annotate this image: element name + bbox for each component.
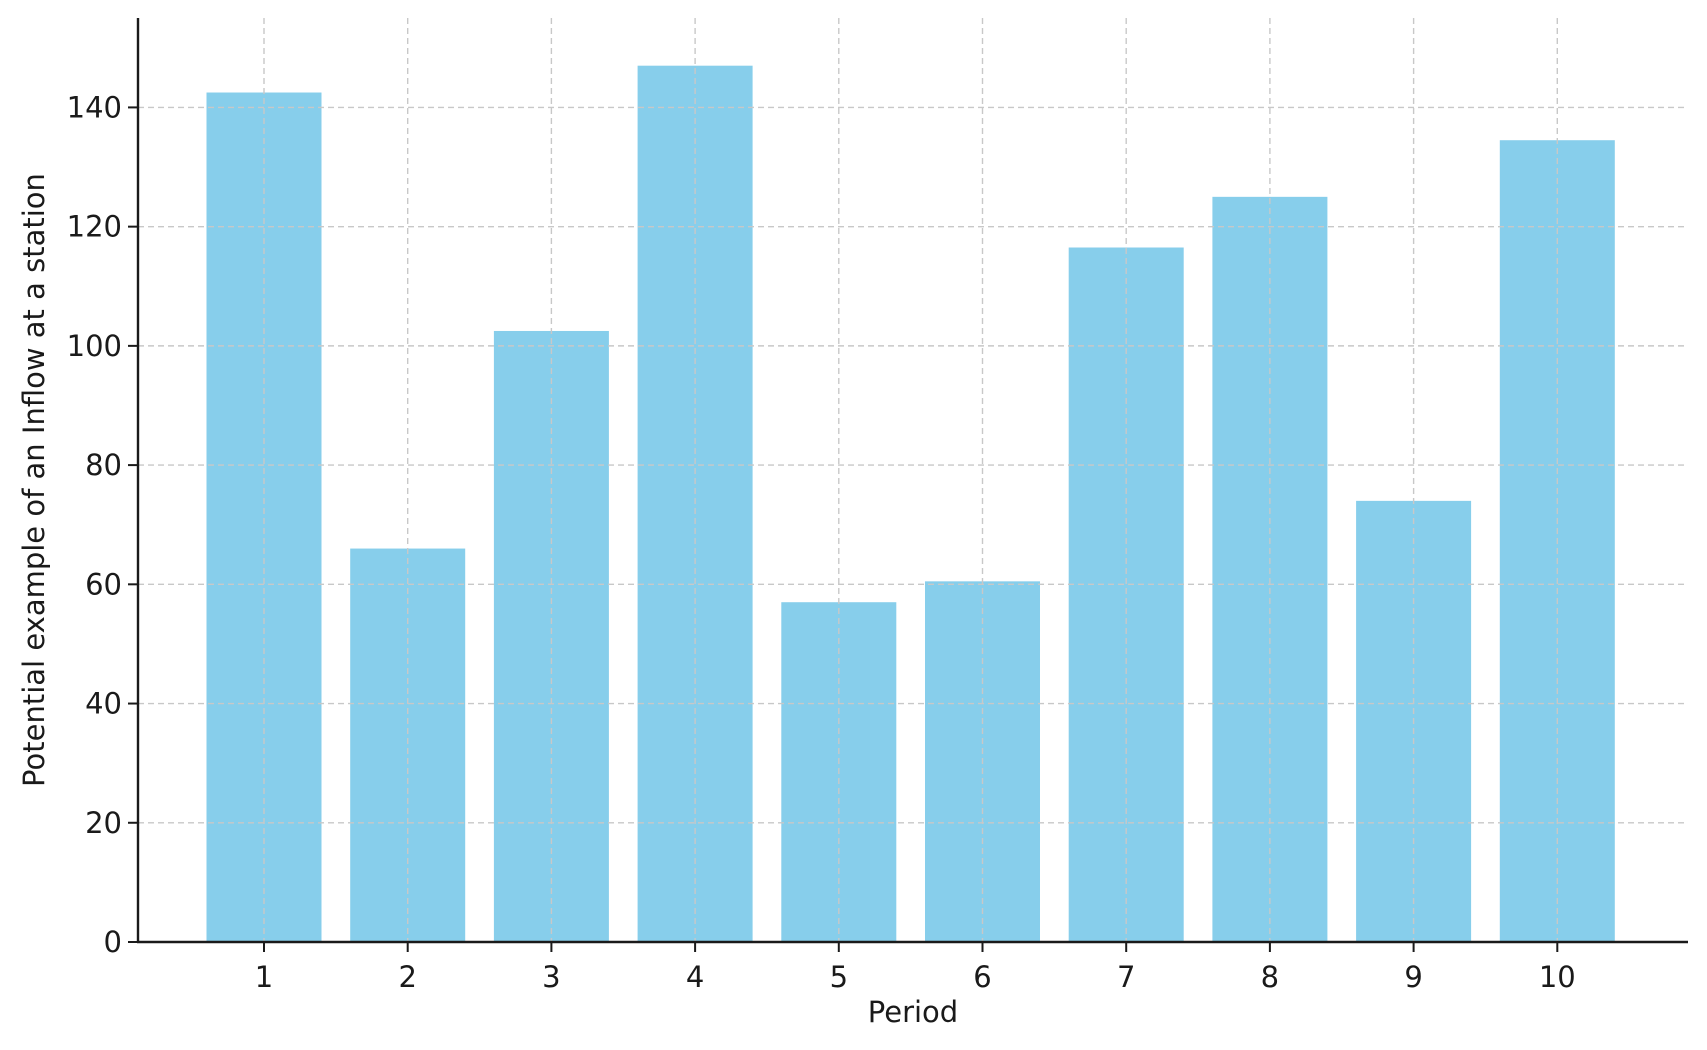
y-tick-label: 80 <box>85 448 122 482</box>
grid <box>138 18 1688 942</box>
x-tick-label: 7 <box>1117 960 1135 994</box>
x-tick-label: 4 <box>686 960 704 994</box>
x-tick-label: 10 <box>1539 960 1576 994</box>
axes <box>136 18 1688 944</box>
y-tick-label: 20 <box>85 806 122 840</box>
y-tick-label: 120 <box>67 210 122 244</box>
y-tick-label: 100 <box>67 329 122 363</box>
bar <box>350 548 466 942</box>
y-tick-label: 0 <box>104 925 122 959</box>
y-axis-title: Potential example of an Inflow at a stat… <box>17 173 51 787</box>
x-tick-label: 2 <box>398 960 416 994</box>
x-tick-label: 1 <box>255 960 273 994</box>
x-tick-label: 5 <box>830 960 848 994</box>
x-tick-label: 9 <box>1404 960 1422 994</box>
bars <box>206 65 1615 943</box>
y-tick-label: 60 <box>85 567 122 601</box>
y-tick-label: 140 <box>67 90 122 124</box>
x-tick-label: 6 <box>973 960 991 994</box>
x-axis-title: Period <box>868 995 958 1029</box>
y-axis-ticks: 0 20 40 60 80 100 120 140 <box>67 90 138 959</box>
x-axis-ticks: 1 2 3 4 5 6 7 8 9 10 <box>255 942 1576 994</box>
x-tick-label: 8 <box>1261 960 1279 994</box>
x-tick-label: 3 <box>542 960 560 994</box>
y-tick-label: 40 <box>85 687 122 721</box>
